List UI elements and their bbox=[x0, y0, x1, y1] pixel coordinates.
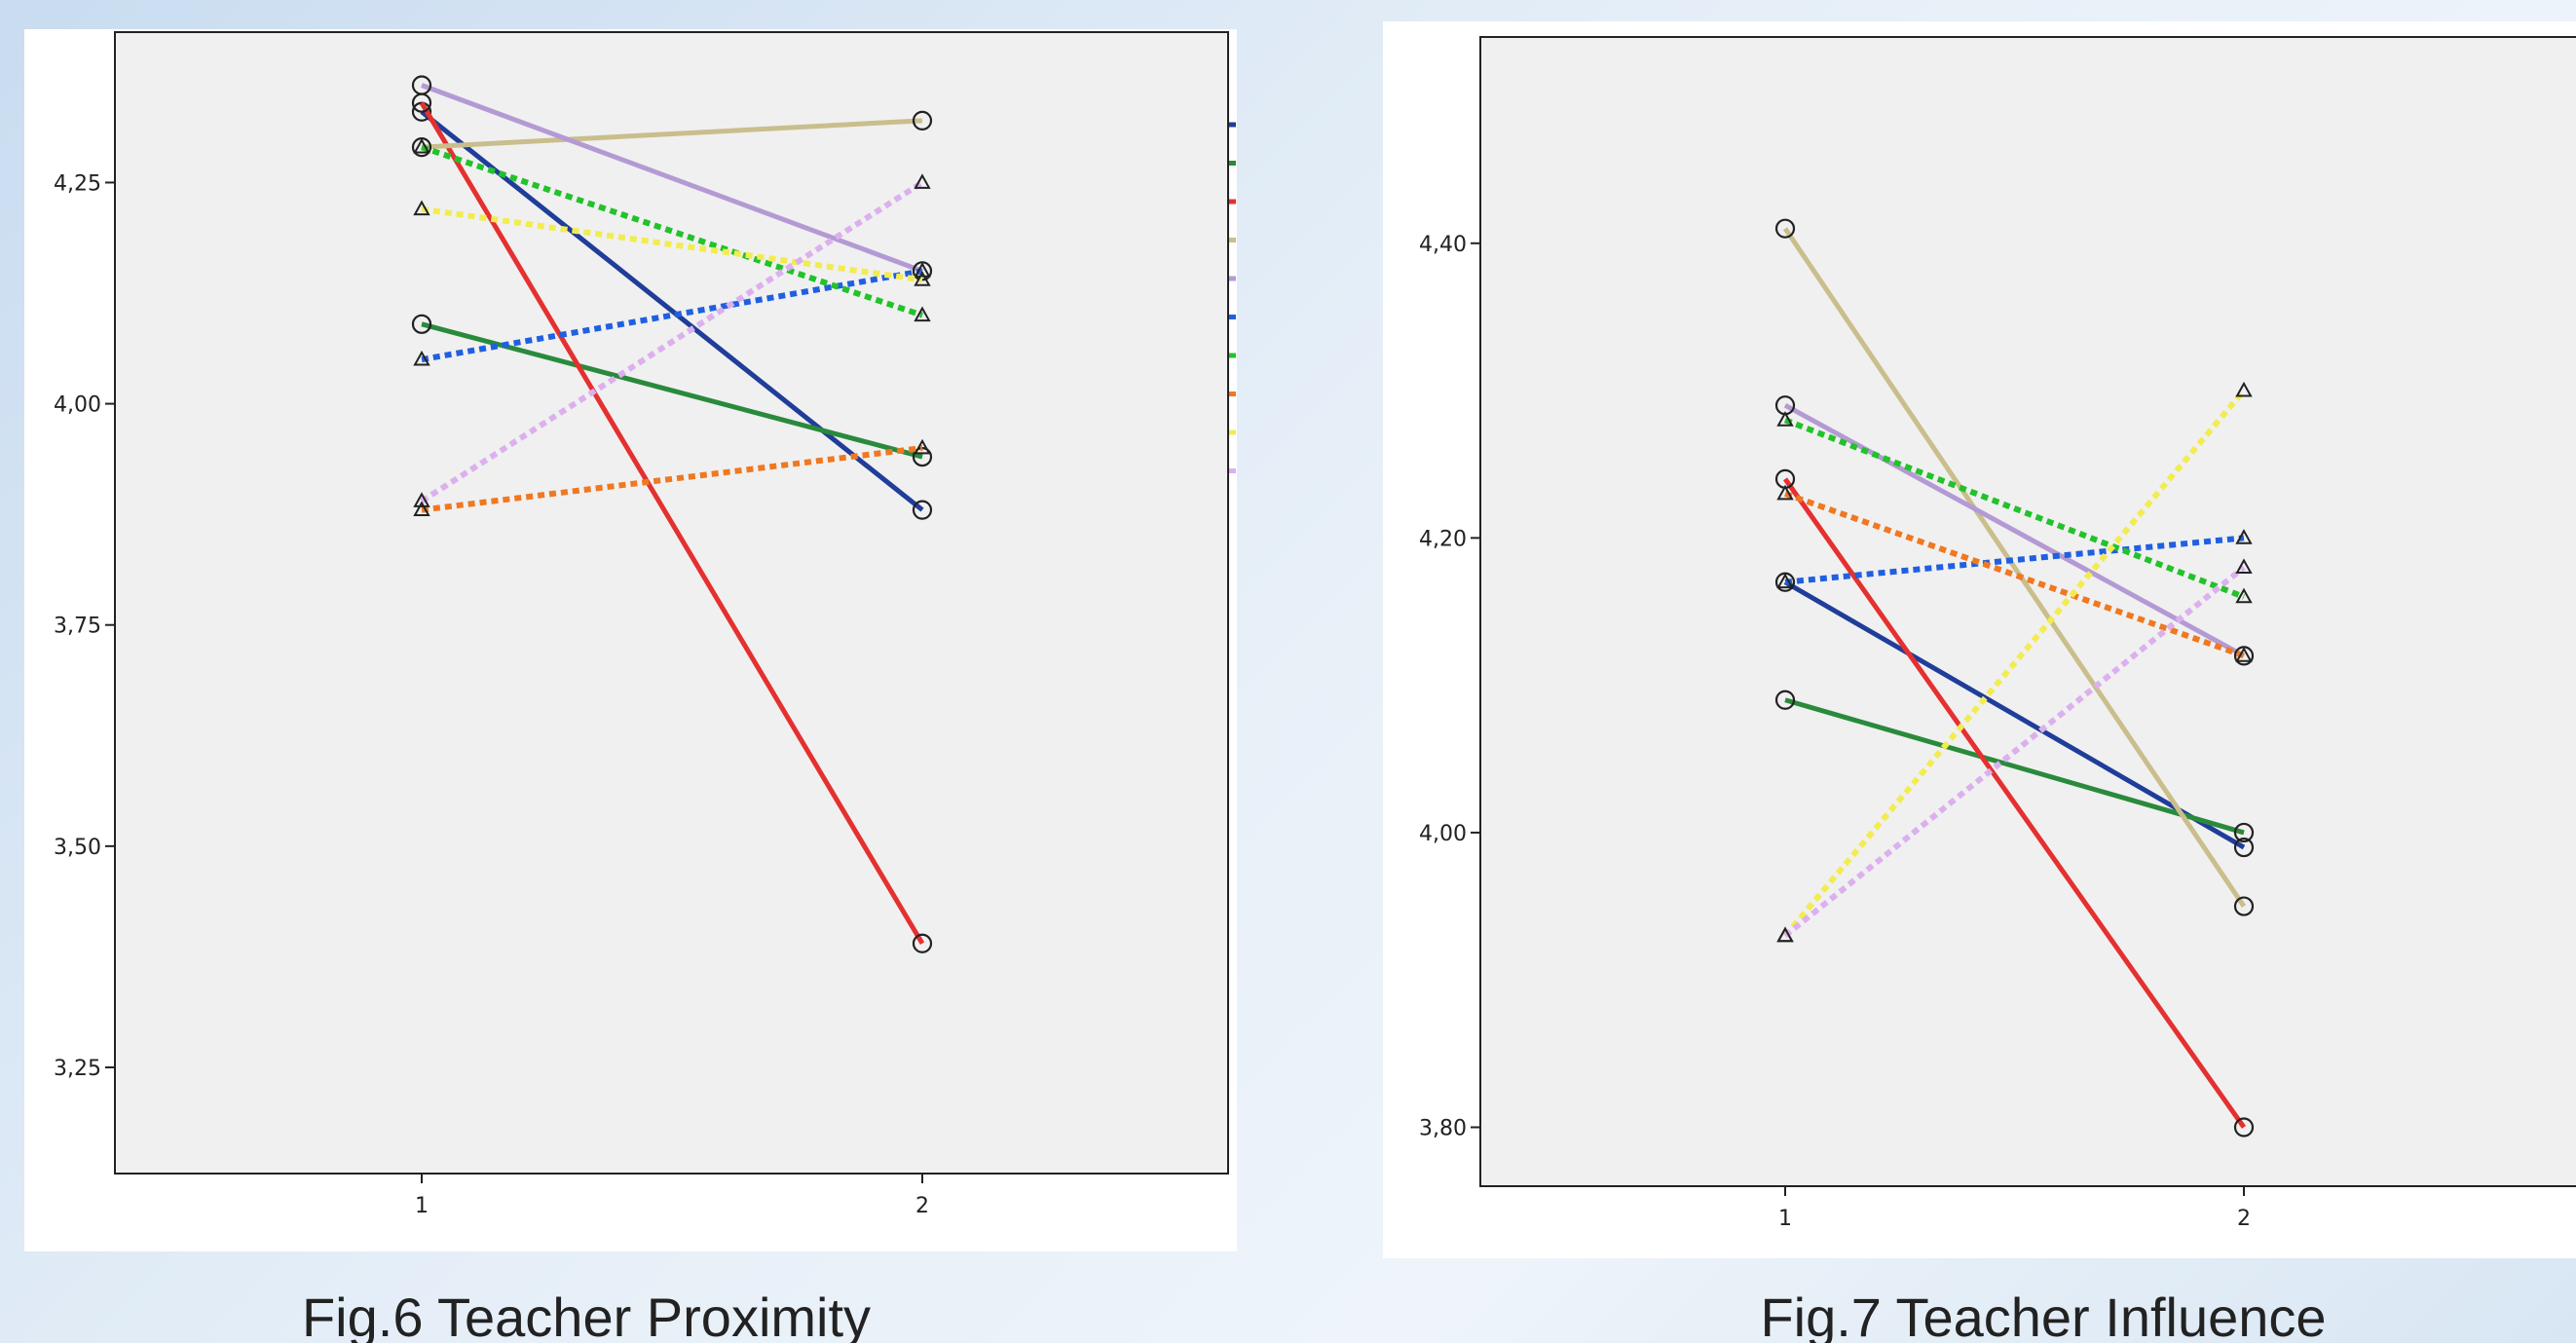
series-line bbox=[421, 144, 923, 318]
data-point-triangle bbox=[413, 350, 430, 366]
series-5 bbox=[1776, 529, 2253, 589]
y-tick-label: 4,00 bbox=[54, 393, 101, 418]
series-line bbox=[420, 109, 924, 512]
series-8 bbox=[413, 200, 931, 286]
data-point-circle bbox=[1774, 218, 1796, 239]
data-point-triangle bbox=[2235, 587, 2253, 604]
series-line bbox=[1783, 417, 2246, 600]
series-line bbox=[1783, 565, 2246, 939]
series-layer bbox=[1774, 218, 2255, 1138]
y-tick-label: 3,80 bbox=[1419, 1116, 1467, 1140]
figure-caption: Fig.6 Teacher Proximity bbox=[302, 1287, 871, 1343]
series-line bbox=[419, 101, 925, 946]
data-point-triangle bbox=[413, 501, 430, 517]
data-point-triangle bbox=[2235, 381, 2253, 397]
data-point-circle bbox=[411, 314, 432, 334]
y-tick-label: 4,25 bbox=[54, 171, 101, 196]
data-point-triangle bbox=[413, 200, 430, 216]
data-point-circle bbox=[912, 110, 933, 131]
data-point-circle bbox=[912, 500, 933, 520]
data-point-triangle bbox=[914, 438, 931, 455]
data-point-triangle bbox=[1776, 926, 1794, 943]
legend-cropped bbox=[1229, 122, 1236, 473]
series-6 bbox=[413, 137, 931, 322]
data-point-triangle bbox=[914, 306, 931, 322]
x-tick-label: 2 bbox=[915, 1194, 929, 1218]
y-tick-label: 3,50 bbox=[54, 836, 101, 860]
data-point-circle bbox=[2233, 822, 2255, 843]
series-5 bbox=[413, 262, 931, 366]
series-7 bbox=[413, 438, 931, 517]
series-line bbox=[1782, 389, 2247, 938]
data-point-circle bbox=[2233, 1117, 2255, 1138]
y-tick-label: 4,40 bbox=[1419, 233, 1467, 257]
y-tick-label: 3,25 bbox=[54, 1057, 101, 1081]
x-tick-label: 1 bbox=[415, 1194, 429, 1218]
plot-area bbox=[114, 31, 1229, 1175]
series-line bbox=[421, 205, 923, 283]
data-point-circle bbox=[912, 933, 933, 953]
x-tick-label: 2 bbox=[2237, 1207, 2251, 1231]
data-point-circle bbox=[411, 75, 432, 95]
data-point-triangle bbox=[2235, 558, 2253, 575]
plot-area bbox=[1479, 36, 2576, 1187]
series-line bbox=[1784, 697, 2245, 836]
data-point-triangle bbox=[413, 492, 430, 507]
series-1 bbox=[1774, 690, 2255, 843]
figure-caption: Fig.7 Teacher Influence bbox=[1760, 1287, 2326, 1343]
series-line bbox=[1782, 477, 2247, 1129]
series-line bbox=[421, 268, 923, 363]
series-line bbox=[1782, 227, 2247, 908]
data-point-triangle bbox=[2235, 647, 2253, 662]
series-line bbox=[420, 179, 924, 504]
y-tick-label: 4,00 bbox=[1419, 822, 1467, 846]
series-7 bbox=[1776, 484, 2253, 662]
series-line bbox=[421, 445, 923, 513]
series-line bbox=[421, 83, 923, 274]
data-point-triangle bbox=[2235, 529, 2253, 544]
series-line bbox=[421, 118, 923, 150]
data-point-triangle bbox=[914, 173, 931, 189]
series-layer bbox=[411, 75, 933, 953]
y-axis-ticks: 3,80 4,00 4,20 4,40 bbox=[1419, 233, 1480, 1140]
series-line bbox=[1784, 535, 2245, 585]
data-point-circle bbox=[1774, 690, 1796, 710]
data-point-triangle bbox=[914, 262, 931, 278]
data-point-triangle bbox=[1776, 573, 1794, 589]
series-line bbox=[1783, 403, 2246, 658]
data-point-triangle bbox=[914, 271, 931, 286]
y-tick-label: 4,20 bbox=[1419, 527, 1467, 551]
x-tick-label: 1 bbox=[1778, 1207, 1792, 1231]
data-point-triangle bbox=[1776, 484, 1794, 501]
series-3 bbox=[1774, 218, 2255, 916]
y-tick-label: 3,75 bbox=[54, 615, 101, 639]
y-axis-ticks: 3,25 3,50 3,75 4,00 4,25 bbox=[54, 171, 115, 1081]
data-point-triangle bbox=[1776, 411, 1794, 427]
data-point-circle bbox=[2233, 896, 2255, 916]
data-point-triangle bbox=[413, 137, 430, 154]
data-point-circle bbox=[2233, 837, 2255, 858]
series-line bbox=[1783, 579, 2246, 850]
series-9 bbox=[413, 173, 931, 507]
series-9 bbox=[1776, 558, 2253, 943]
series-6 bbox=[1776, 411, 2253, 604]
